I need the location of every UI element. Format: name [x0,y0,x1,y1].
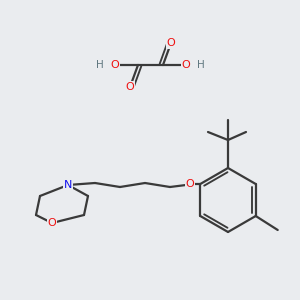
Text: H: H [96,60,104,70]
Text: O: O [126,82,134,92]
Text: N: N [64,180,72,190]
Text: O: O [182,60,190,70]
Text: O: O [167,38,176,48]
Text: O: O [111,60,119,70]
Text: H: H [197,60,205,70]
Text: O: O [186,179,194,189]
Text: O: O [48,218,56,228]
